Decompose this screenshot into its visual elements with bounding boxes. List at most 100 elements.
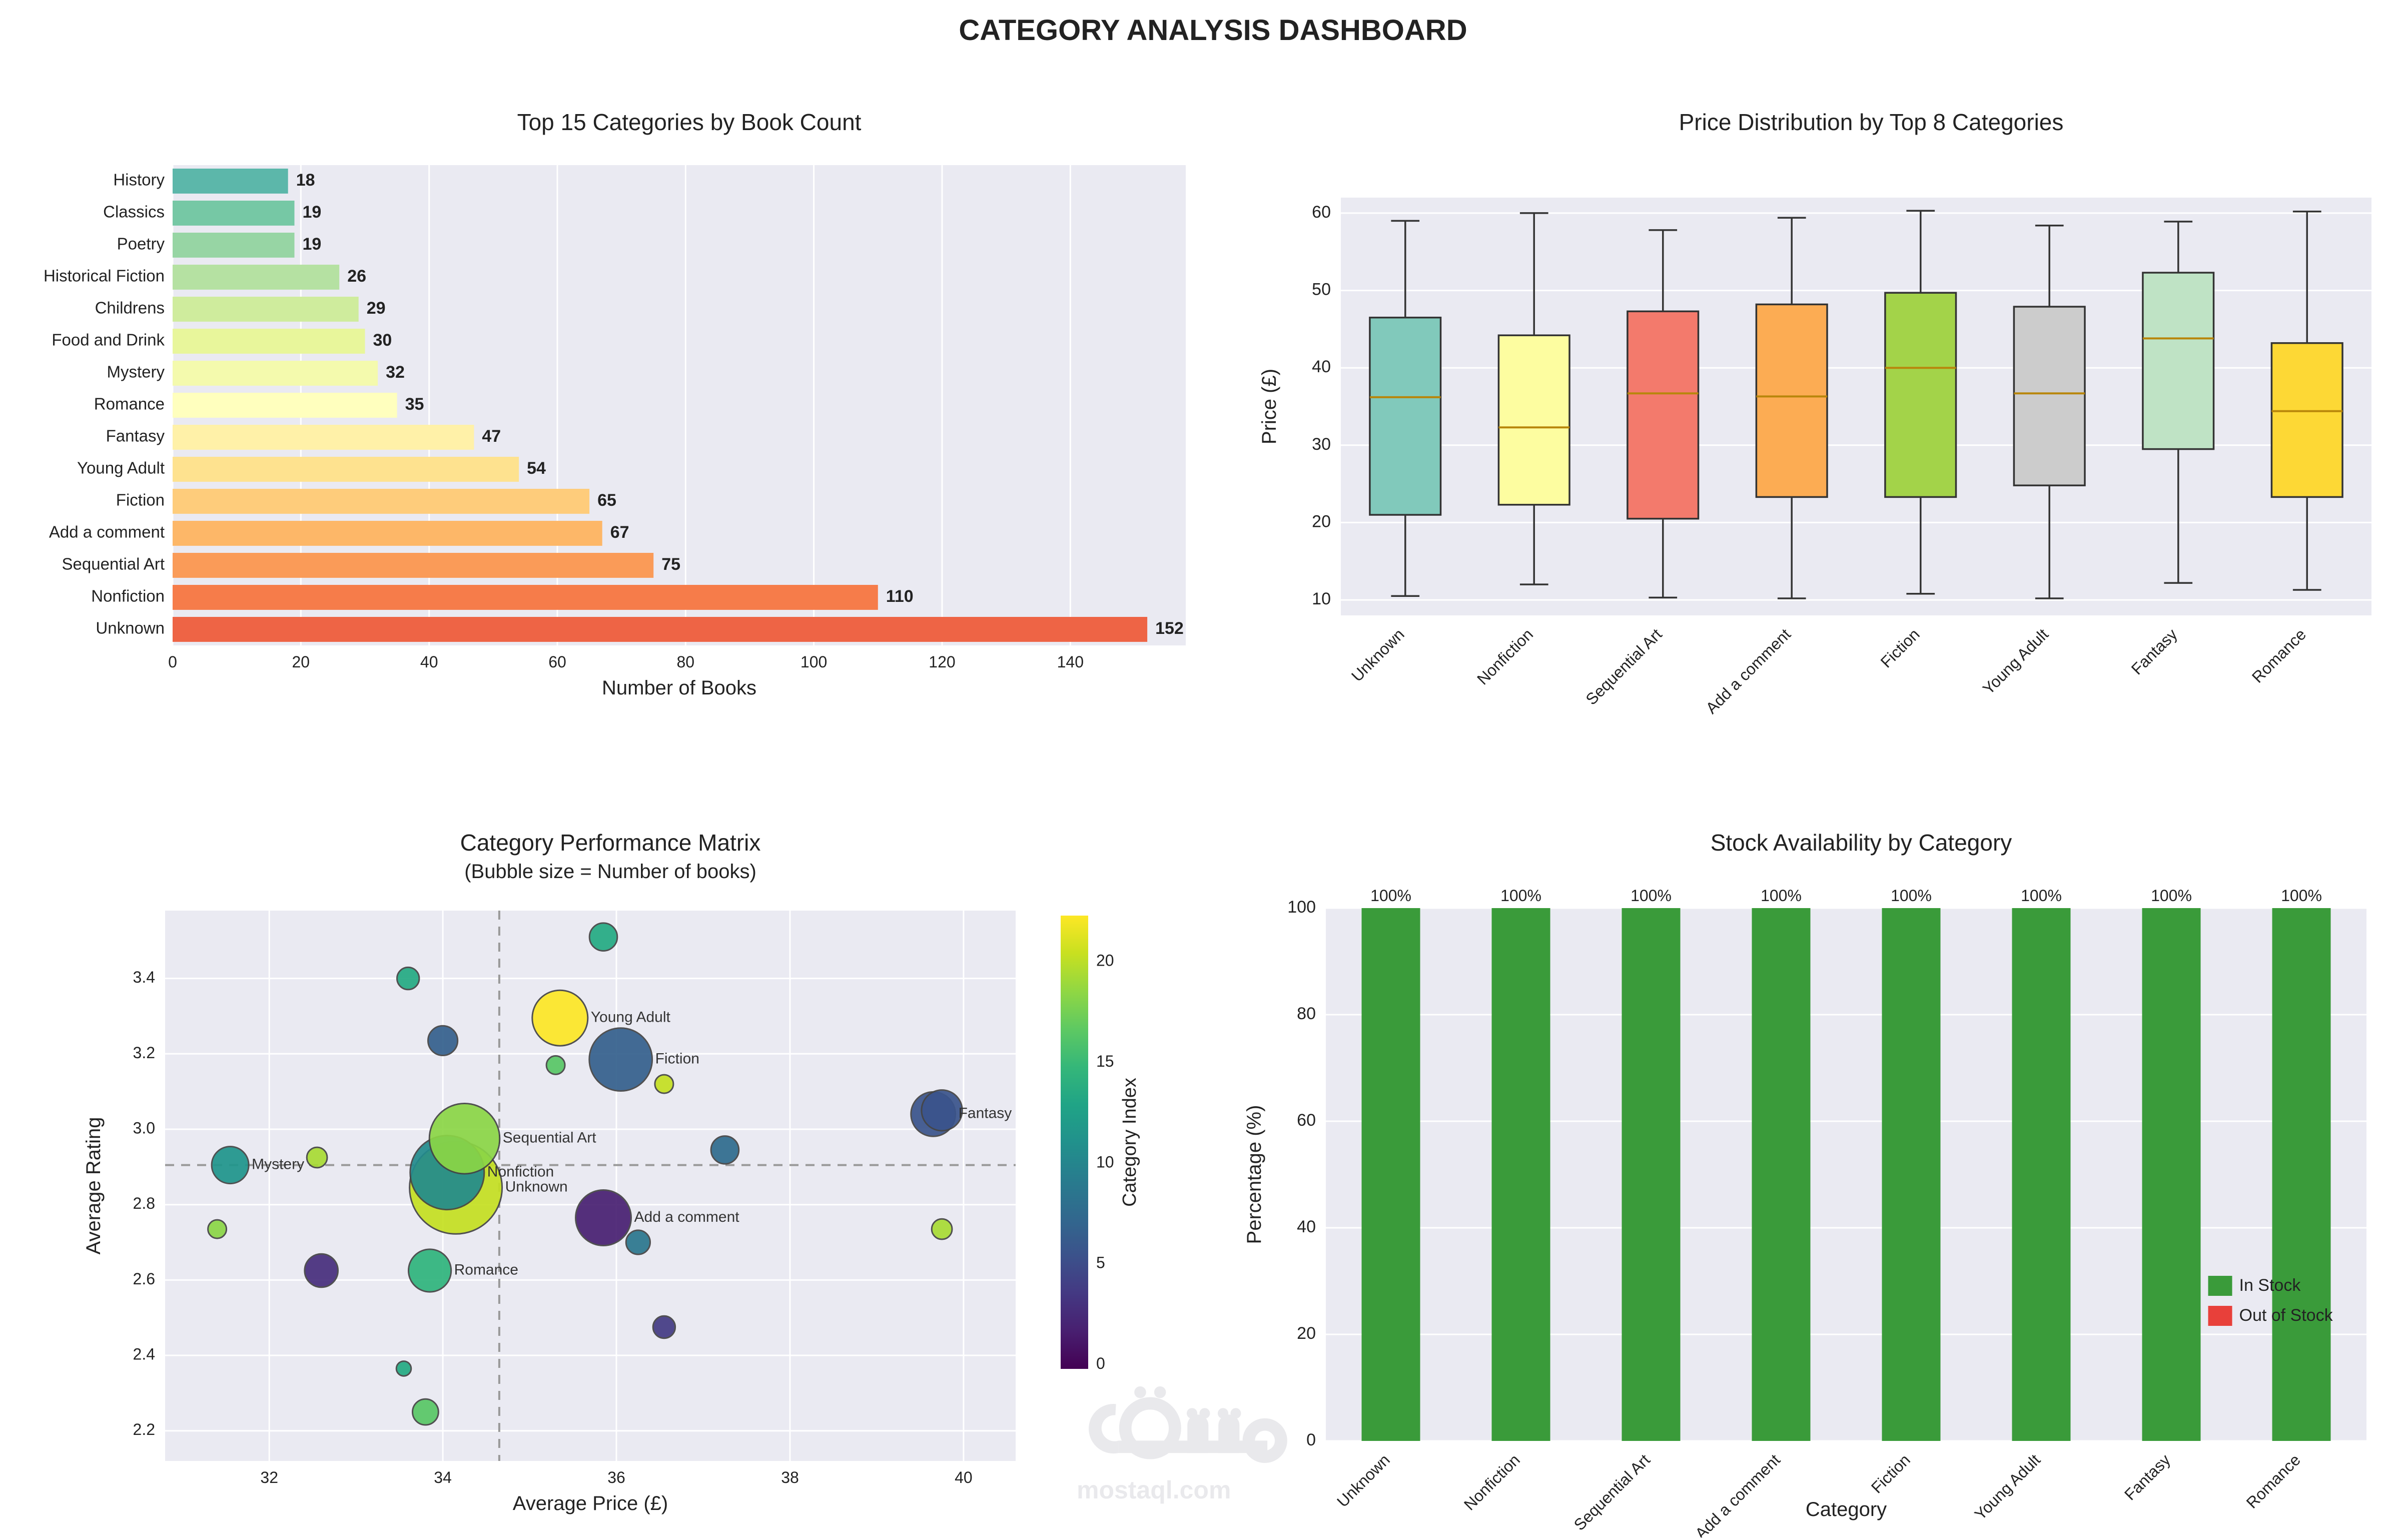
svg-text:Nonfiction: Nonfiction <box>91 587 165 605</box>
svg-text:30: 30 <box>1312 435 1331 454</box>
svg-text:10: 10 <box>1096 1153 1114 1171</box>
svg-text:47: 47 <box>482 427 501 446</box>
svg-text:2.2: 2.2 <box>133 1420 155 1438</box>
svg-text:34: 34 <box>434 1468 452 1486</box>
svg-text:Food and Drink: Food and Drink <box>52 331 165 349</box>
svg-text:54: 54 <box>527 459 546 478</box>
svg-text:30: 30 <box>373 331 392 350</box>
svg-text:50: 50 <box>1312 280 1331 299</box>
svg-text:60: 60 <box>1312 203 1331 222</box>
svg-text:3.4: 3.4 <box>133 968 155 986</box>
svg-text:Young Adult: Young Adult <box>77 459 165 477</box>
svg-text:Add a comment: Add a comment <box>49 523 165 541</box>
svg-text:Fiction: Fiction <box>655 1051 699 1067</box>
svg-text:Out of Stock: Out of Stock <box>2239 1306 2333 1325</box>
svg-text:140: 140 <box>1057 653 1084 671</box>
svg-text:Category Performance Matrix: Category Performance Matrix <box>460 830 761 856</box>
svg-text:32: 32 <box>386 363 405 382</box>
svg-text:2.6: 2.6 <box>133 1270 155 1288</box>
svg-text:Romance: Romance <box>94 395 165 413</box>
svg-text:CATEGORY ANALYSIS DASHBOARD: CATEGORY ANALYSIS DASHBOARD <box>959 14 1467 47</box>
svg-text:mostaql.com: mostaql.com <box>1077 1476 1231 1504</box>
svg-text:Add a comment: Add a comment <box>634 1209 740 1225</box>
svg-text:80: 80 <box>677 653 695 671</box>
svg-text:26: 26 <box>347 267 366 286</box>
svg-text:110: 110 <box>886 587 914 606</box>
svg-text:100%: 100% <box>1631 887 1672 905</box>
svg-text:Fiction: Fiction <box>116 491 165 509</box>
svg-text:67: 67 <box>610 523 629 542</box>
svg-text:40: 40 <box>1312 357 1331 376</box>
svg-text:100%: 100% <box>2021 887 2062 905</box>
svg-text:29: 29 <box>367 299 386 318</box>
svg-text:0: 0 <box>1096 1354 1105 1372</box>
svg-text:Poetry: Poetry <box>117 235 165 253</box>
svg-text:Average Price (£): Average Price (£) <box>513 1492 668 1514</box>
svg-text:60: 60 <box>548 653 566 671</box>
svg-text:40: 40 <box>1297 1217 1316 1236</box>
svg-text:100%: 100% <box>2151 887 2192 905</box>
svg-text:In Stock: In Stock <box>2239 1276 2301 1295</box>
svg-text:3.2: 3.2 <box>133 1044 155 1062</box>
svg-text:100%: 100% <box>2281 887 2322 905</box>
svg-text:152: 152 <box>1155 619 1184 638</box>
svg-text:Price Distribution by Top 8 Ca: Price Distribution by Top 8 Categories <box>1679 109 2064 135</box>
svg-text:Mystery: Mystery <box>107 363 165 381</box>
svg-text:Category Index: Category Index <box>1119 1078 1140 1207</box>
svg-text:20: 20 <box>292 653 310 671</box>
svg-text:Young Adult: Young Adult <box>591 1009 671 1026</box>
svg-text:Category: Category <box>1806 1498 1887 1520</box>
svg-text:40: 40 <box>420 653 438 671</box>
svg-text:80: 80 <box>1297 1004 1316 1023</box>
svg-text:20: 20 <box>1297 1324 1316 1343</box>
svg-text:Fantasy: Fantasy <box>959 1105 1012 1122</box>
svg-text:35: 35 <box>405 395 424 414</box>
svg-text:History: History <box>113 171 165 189</box>
svg-text:Unknown: Unknown <box>505 1179 568 1195</box>
svg-text:Classics: Classics <box>103 203 165 221</box>
svg-text:75: 75 <box>661 555 680 574</box>
svg-text:3.0: 3.0 <box>133 1119 155 1137</box>
svg-text:20: 20 <box>1312 512 1331 531</box>
svg-text:Percentage (%): Percentage (%) <box>1243 1105 1265 1244</box>
svg-text:100%: 100% <box>1761 887 1802 905</box>
svg-text:60: 60 <box>1297 1111 1316 1130</box>
svg-text:Historical Fiction: Historical Fiction <box>44 267 165 285</box>
svg-text:19: 19 <box>303 203 322 222</box>
svg-text:2.4: 2.4 <box>133 1345 155 1363</box>
svg-text:20: 20 <box>1096 952 1114 970</box>
svg-text:Childrens: Childrens <box>95 299 165 317</box>
svg-text:Price (£): Price (£) <box>1258 369 1280 444</box>
svg-text:0: 0 <box>168 653 177 671</box>
svg-text:Top 15 Categories by Book Coun: Top 15 Categories by Book Count <box>517 109 862 135</box>
svg-text:2.8: 2.8 <box>133 1194 155 1212</box>
svg-text:38: 38 <box>781 1468 799 1486</box>
svg-text:(Bubble size = Number of books: (Bubble size = Number of books) <box>464 861 756 883</box>
svg-text:Stock Availability by Category: Stock Availability by Category <box>1711 830 2012 856</box>
svg-text:Average Rating: Average Rating <box>83 1117 105 1255</box>
svg-text:100%: 100% <box>1370 887 1411 905</box>
svg-text:19: 19 <box>303 235 322 254</box>
svg-text:18: 18 <box>296 171 315 190</box>
svg-text:100: 100 <box>801 653 827 671</box>
svg-text:Nonfiction: Nonfiction <box>487 1164 554 1180</box>
svg-text:65: 65 <box>597 491 616 510</box>
svg-text:10: 10 <box>1312 589 1331 608</box>
svg-text:100%: 100% <box>1891 887 1932 905</box>
svg-text:Sequential Art: Sequential Art <box>503 1130 596 1146</box>
svg-text:40: 40 <box>955 1468 973 1486</box>
svg-text:0: 0 <box>1306 1430 1316 1449</box>
svg-text:Unknown: Unknown <box>96 619 165 637</box>
svg-text:Romance: Romance <box>454 1261 518 1278</box>
svg-text:Number of Books: Number of Books <box>602 677 756 699</box>
svg-text:120: 120 <box>929 653 955 671</box>
svg-text:32: 32 <box>260 1468 278 1486</box>
svg-text:5: 5 <box>1096 1254 1105 1272</box>
svg-text:15: 15 <box>1096 1052 1114 1070</box>
svg-text:100%: 100% <box>1500 887 1541 905</box>
svg-text:100: 100 <box>1287 898 1316 917</box>
svg-text:Sequential Art: Sequential Art <box>62 555 165 573</box>
svg-text:Mystery: Mystery <box>252 1156 304 1173</box>
svg-text:Fantasy: Fantasy <box>106 427 165 445</box>
svg-text:36: 36 <box>607 1468 625 1486</box>
